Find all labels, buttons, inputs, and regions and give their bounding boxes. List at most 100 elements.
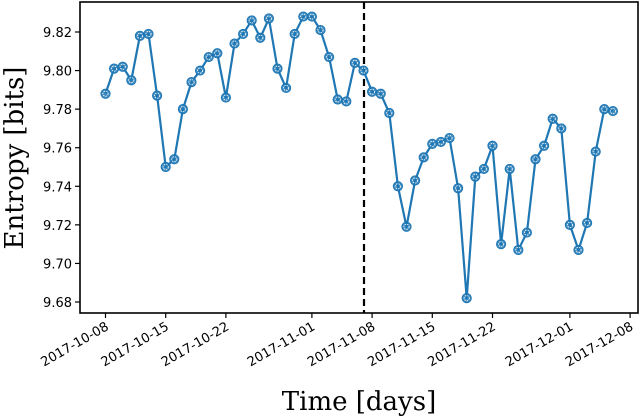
data-point-marker-inner	[145, 30, 152, 37]
data-point-marker	[255, 32, 266, 43]
data-point-marker	[212, 48, 223, 59]
data-point-marker-inner	[489, 142, 496, 149]
data-point-marker	[384, 107, 395, 119]
data-point-marker	[324, 51, 335, 63]
y-tick-label: 9.72	[43, 219, 72, 234]
data-point-marker-inner	[240, 30, 247, 37]
data-point-marker-inner	[558, 125, 565, 132]
data-point-marker	[556, 123, 567, 134]
data-point-marker	[410, 175, 421, 186]
data-point-marker	[547, 113, 558, 124]
y-tick-label: 9.78	[43, 103, 72, 118]
data-point-marker	[435, 136, 446, 148]
data-point-marker-inner	[317, 27, 324, 34]
data-point-marker-inner	[222, 94, 229, 101]
data-point-marker	[418, 152, 429, 163]
x-tick-label: 2017-11-15	[365, 319, 438, 370]
data-point-marker-inner	[592, 148, 599, 155]
data-point-marker	[539, 140, 550, 151]
data-point-marker	[401, 221, 412, 232]
data-point-marker-inner	[197, 67, 204, 74]
data-point-marker	[521, 227, 533, 238]
data-point-marker-inner	[446, 135, 453, 142]
axes-frame	[79, 1, 639, 314]
data-point-marker-inner	[171, 156, 178, 163]
data-point-marker-inner	[265, 15, 272, 22]
data-point-marker	[160, 161, 171, 173]
data-point-marker-inner	[541, 142, 548, 149]
data-point-marker-inner	[609, 108, 616, 115]
data-point-marker	[487, 140, 498, 151]
data-point-marker-inner	[360, 67, 367, 74]
data-point-marker	[281, 82, 292, 94]
data-point-marker-inner	[343, 98, 350, 105]
data-point-marker	[298, 11, 309, 22]
data-point-marker	[590, 146, 601, 157]
data-point-marker-inner	[257, 34, 264, 41]
data-point-marker-inner	[351, 59, 358, 66]
data-point-marker-inner	[291, 30, 298, 37]
data-point-marker-inner	[300, 13, 307, 20]
y-tick-label: 9.82	[43, 26, 72, 41]
data-point-marker-inner	[549, 115, 556, 122]
y-axis: 9.68 9.70 9.72 9.74 9.76 9.78 9.80 9.82	[43, 26, 80, 311]
data-point-marker	[126, 75, 137, 86]
x-axis-title: Time [days]	[282, 387, 436, 417]
data-point-marker	[599, 104, 610, 115]
data-point-marker-inner	[179, 106, 186, 113]
data-point-marker-inner	[326, 54, 333, 61]
data-point-marker	[341, 96, 352, 107]
data-point-marker	[367, 86, 378, 97]
data-point-marker-inner	[119, 63, 126, 70]
data-point-marker-inner	[205, 54, 212, 61]
data-point-marker	[203, 51, 214, 63]
data-point-marker	[238, 28, 249, 40]
y-tick-label: 9.68	[43, 296, 72, 311]
data-point-marker-inner	[377, 90, 384, 97]
data-point-marker-inner	[111, 65, 118, 72]
data-point-marker-inner	[463, 295, 470, 302]
data-point-marker	[134, 30, 145, 41]
x-tick-label: 2017-11-08	[305, 319, 378, 370]
data-point-marker	[375, 88, 386, 99]
data-point-marker	[117, 61, 128, 72]
x-tick-label: 2017-11-01	[245, 319, 318, 370]
data-point-marker	[504, 163, 515, 175]
data-point-marker-inner	[472, 173, 479, 180]
data-point-marker-inner	[248, 17, 255, 24]
data-point-marker	[470, 171, 481, 182]
x-tick-label: 2017-11-22	[426, 319, 499, 370]
data-point-marker	[229, 38, 240, 49]
data-point-marker-inner	[136, 32, 143, 39]
data-point-marker	[582, 217, 593, 229]
data-point-marker-inner	[523, 229, 530, 236]
data-point-marker	[530, 154, 541, 165]
data-point-marker-inner	[601, 106, 608, 113]
y-axis-title: Entropy [bits]	[0, 67, 30, 250]
data-point-marker-inner	[283, 84, 290, 91]
data-point-marker	[186, 77, 197, 88]
x-tick-label: 2017-10-15	[99, 319, 172, 370]
data-point-marker	[427, 138, 438, 149]
data-point-marker-inner	[334, 96, 341, 103]
data-point-marker-inner	[394, 183, 401, 190]
data-point-marker-inner	[128, 77, 135, 84]
data-point-marker	[564, 219, 576, 230]
data-point-marker-inner	[429, 140, 436, 147]
data-point-marker	[246, 15, 257, 26]
data-point-marker	[573, 244, 584, 256]
data-point-marker	[220, 92, 231, 103]
data-point-marker	[306, 11, 317, 22]
data-point-marker-inner	[188, 79, 195, 86]
data-point-marker	[169, 154, 180, 165]
data-point-marker	[109, 63, 120, 74]
data-point-marker	[263, 13, 274, 24]
data-point-marker-inner	[154, 92, 161, 99]
data-point-marker	[315, 24, 326, 36]
data-point-marker	[272, 63, 283, 74]
data-point-marker	[152, 90, 163, 101]
data-point-marker	[496, 239, 507, 250]
data-point-marker	[478, 163, 489, 175]
data-point-marker-inner	[506, 165, 513, 172]
